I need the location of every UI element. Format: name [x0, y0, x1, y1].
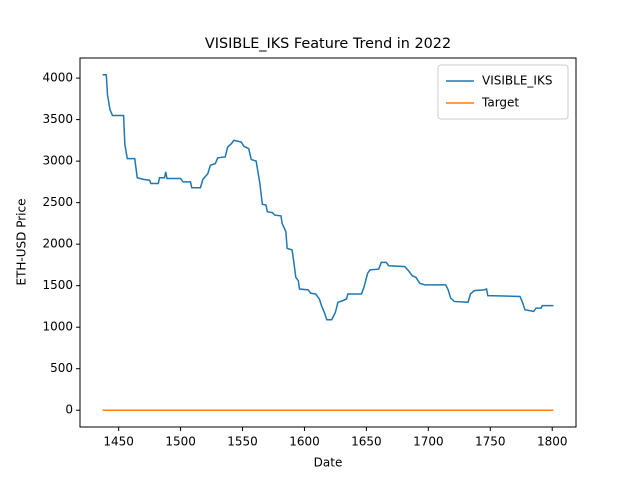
- axes-frame: [79, 57, 577, 428]
- y-tick-label: 3000: [42, 154, 73, 168]
- y-tick-label: 2500: [42, 195, 73, 209]
- y-tick-label: 500: [50, 361, 73, 375]
- x-tick-label: 1700: [413, 435, 444, 449]
- x-tick-label: 1600: [289, 435, 320, 449]
- legend-box: [437, 64, 569, 120]
- x-tick-label: 1650: [351, 435, 382, 449]
- y-tick-label: 3500: [42, 112, 73, 126]
- y-tick-label: 1500: [42, 278, 73, 292]
- y-tick-label: 0: [65, 403, 73, 417]
- y-tick-label: 4000: [42, 71, 73, 85]
- chart-title: VISIBLE_IKS Feature Trend in 2022: [205, 36, 451, 52]
- x-tick-label: 1450: [103, 435, 134, 449]
- x-tick-label: 1750: [475, 435, 506, 449]
- x-axis-label: Date: [314, 456, 343, 470]
- data-line: [102, 74, 554, 321]
- y-tick-label: 1000: [42, 320, 73, 334]
- y-axis-label: ETH-USD Price: [15, 199, 29, 286]
- x-tick-label: 1500: [165, 435, 196, 449]
- legend: VISIBLE_IKS Target: [437, 64, 569, 120]
- plot-area: [102, 74, 554, 411]
- x-tick-label: 1800: [537, 435, 568, 449]
- y-tick-label: 2000: [42, 237, 73, 251]
- x-tick-label: 1550: [227, 435, 258, 449]
- legend-label: Target: [481, 96, 519, 110]
- legend-label: VISIBLE_IKS: [482, 74, 552, 88]
